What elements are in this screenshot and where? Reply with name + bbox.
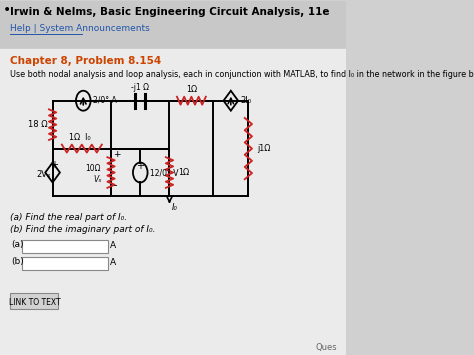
Text: (b): (b) bbox=[12, 257, 25, 266]
Bar bbox=[10, 293, 58, 309]
Text: Chapter 8, Problem 8.154: Chapter 8, Problem 8.154 bbox=[10, 56, 162, 66]
Text: 12/0° V: 12/0° V bbox=[150, 168, 178, 177]
Text: 2/0° A: 2/0° A bbox=[93, 95, 117, 104]
Text: •: • bbox=[3, 3, 11, 17]
Text: Ques: Ques bbox=[316, 343, 337, 352]
Text: I₀: I₀ bbox=[172, 203, 178, 212]
Text: +: + bbox=[50, 159, 58, 170]
Text: (a) Find the real part of I₀.: (a) Find the real part of I₀. bbox=[10, 213, 128, 222]
Text: -j1 Ω: -j1 Ω bbox=[131, 83, 149, 92]
Text: +: + bbox=[136, 160, 144, 170]
Text: Vₓ: Vₓ bbox=[94, 175, 102, 184]
Text: Irwin & Nelms, Basic Engineering Circuit Analysis, 11e: Irwin & Nelms, Basic Engineering Circuit… bbox=[10, 7, 330, 17]
Bar bbox=[22, 257, 108, 270]
Bar bbox=[0, 49, 346, 355]
Text: (b) Find the imaginary part of I₀.: (b) Find the imaginary part of I₀. bbox=[10, 225, 156, 234]
Text: A: A bbox=[110, 258, 117, 267]
Text: (a): (a) bbox=[12, 240, 24, 249]
Text: 2I₀: 2I₀ bbox=[240, 96, 251, 105]
Text: 18 Ω: 18 Ω bbox=[28, 120, 48, 129]
Text: +: + bbox=[113, 149, 121, 159]
Text: LINK TO TEXT: LINK TO TEXT bbox=[9, 297, 60, 307]
Bar bbox=[0, 1, 346, 49]
Bar bbox=[22, 240, 108, 253]
Text: 2Vₓ: 2Vₓ bbox=[36, 170, 51, 179]
Text: 1Ω: 1Ω bbox=[186, 85, 197, 94]
Text: A: A bbox=[110, 241, 117, 250]
Text: 1Ω  I₀: 1Ω I₀ bbox=[69, 133, 91, 142]
Text: j1Ω: j1Ω bbox=[257, 144, 271, 153]
Text: Help | System Announcements: Help | System Announcements bbox=[10, 24, 150, 33]
Text: 1Ω: 1Ω bbox=[178, 168, 190, 177]
Text: -: - bbox=[113, 180, 117, 191]
Text: 10Ω: 10Ω bbox=[85, 164, 101, 173]
Text: Use both nodal analysis and loop analysis, each in conjunction with MATLAB, to f: Use both nodal analysis and loop analysi… bbox=[10, 70, 474, 79]
